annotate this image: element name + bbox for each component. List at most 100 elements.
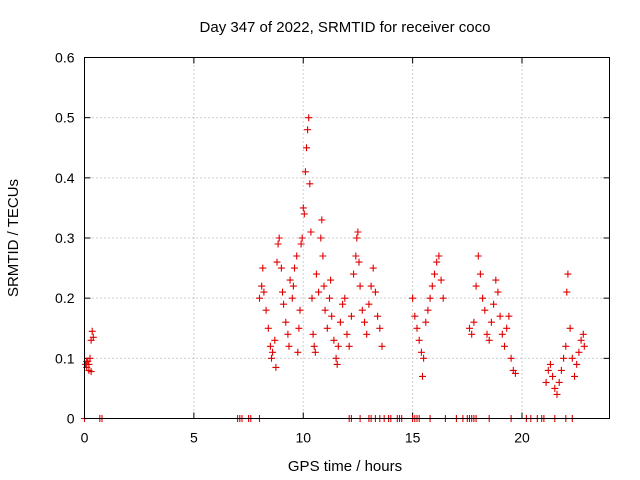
data-point: [330, 336, 338, 344]
data-point: [487, 318, 495, 326]
data-point: [563, 288, 571, 296]
x-tick-label: 0: [81, 430, 89, 446]
data-point: [327, 276, 335, 284]
data-point: [312, 270, 320, 278]
data-point: [343, 330, 351, 338]
data-point: [365, 300, 373, 308]
data-point: [420, 354, 428, 362]
chart-title: Day 347 of 2022, SRMTID for receiver coc…: [200, 19, 491, 36]
y-axis-label: SRMTID / TECUs: [5, 179, 22, 297]
data-point: [356, 282, 364, 290]
data-point: [511, 369, 519, 377]
x-tick-label: 10: [295, 430, 311, 446]
data-point: [347, 312, 355, 320]
data-point: [328, 312, 336, 320]
data-point: [284, 330, 292, 338]
data-point: [472, 282, 480, 290]
data-point: [294, 348, 302, 356]
data-point: [336, 318, 344, 326]
data-point: [354, 228, 362, 236]
data-point: [87, 368, 95, 376]
data-point: [496, 312, 504, 320]
data-point: [485, 336, 493, 344]
y-tick-label: 0.3: [55, 230, 75, 246]
data-points: [81, 114, 588, 422]
data-point: [483, 330, 491, 338]
axis-ticks: 0 0.1 0.2 0.3 0.4 0.5 0.6 0 5 10 15 20: [55, 50, 610, 446]
data-point: [566, 324, 574, 332]
data-point: [308, 294, 316, 302]
data-point: [413, 324, 421, 332]
data-point: [350, 270, 358, 278]
data-point: [318, 216, 326, 224]
data-point: [288, 294, 296, 302]
y-tick-label: 0.6: [55, 50, 75, 66]
grid: [84, 57, 610, 419]
data-point: [303, 144, 310, 152]
data-point: [310, 342, 318, 350]
y-tick-label: 0: [67, 411, 75, 427]
data-point: [555, 378, 563, 386]
data-point: [355, 258, 363, 266]
data-point: [285, 342, 293, 350]
data-point: [258, 282, 266, 290]
data-point: [334, 342, 342, 350]
data-point: [553, 390, 561, 398]
data-point: [551, 384, 559, 392]
data-point: [311, 348, 319, 356]
data-point: [501, 342, 508, 350]
y-tick-label: 0.2: [55, 290, 75, 306]
data-point: [437, 276, 445, 284]
data-point: [560, 354, 568, 362]
data-point: [417, 348, 425, 356]
data-point: [286, 276, 294, 284]
data-point: [259, 264, 267, 272]
data-point: [479, 294, 487, 302]
data-point: [272, 363, 280, 371]
data-point: [409, 294, 417, 302]
data-point: [306, 180, 314, 188]
data-point: [320, 282, 328, 290]
data-point: [345, 342, 353, 350]
data-point: [274, 240, 282, 248]
y-tick-label: 0.1: [55, 350, 75, 366]
data-point: [293, 252, 301, 260]
data-point: [264, 324, 272, 332]
data-point: [332, 354, 340, 362]
data-point: [419, 372, 426, 380]
data-point: [577, 336, 585, 344]
data-point: [481, 306, 489, 314]
data-point: [280, 300, 288, 308]
data-point: [580, 342, 588, 350]
data-point: [256, 294, 263, 302]
data-point: [262, 306, 270, 314]
data-point: [542, 378, 550, 386]
data-point: [575, 348, 583, 356]
data-point: [363, 330, 371, 338]
data-point: [315, 288, 323, 296]
data-point: [307, 228, 315, 236]
data-point: [353, 234, 361, 242]
data-point: [562, 342, 570, 350]
data-point: [476, 270, 484, 278]
data-point: [279, 288, 286, 296]
data-point: [277, 264, 285, 272]
data-point: [376, 324, 384, 332]
data-point: [426, 294, 434, 302]
x-tick-label: 5: [190, 430, 198, 446]
plot-frame: [84, 57, 610, 419]
data-point: [89, 333, 97, 341]
data-point: [415, 336, 423, 344]
data-point: [367, 282, 375, 290]
data-point: [371, 288, 379, 296]
data-point: [435, 252, 443, 260]
data-point: [309, 330, 317, 338]
data-point: [291, 264, 298, 272]
data-point: [298, 234, 306, 242]
data-point: [289, 282, 297, 290]
data-point: [424, 306, 432, 314]
data-point: [273, 258, 281, 266]
data-point: [275, 234, 283, 242]
data-point: [492, 276, 500, 284]
data-point: [361, 318, 368, 326]
